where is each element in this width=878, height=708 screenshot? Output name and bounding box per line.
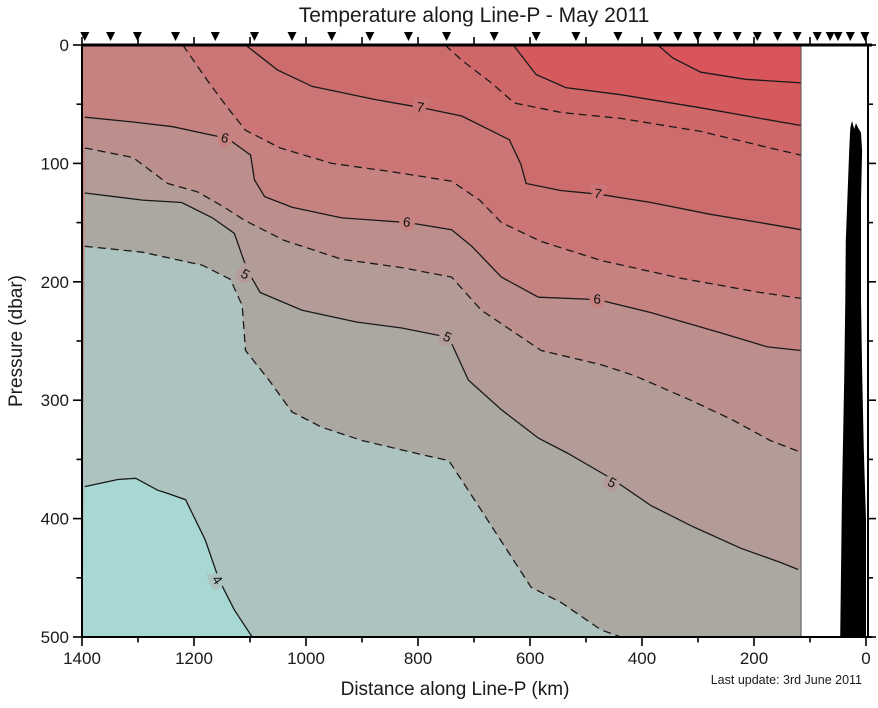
- svg-text:1400: 1400: [63, 649, 101, 668]
- chart-title: Temperature along Line-P - May 2011: [299, 4, 650, 27]
- axis-tick-labels: 0 200 400 600 800 1000 1200 1400 0 100 200 300 400 50…: [41, 36, 871, 668]
- svg-text:100: 100: [41, 154, 69, 173]
- y-axis-title: Pressure (dbar): [6, 275, 27, 407]
- svg-text:800: 800: [404, 649, 432, 668]
- svg-text:200: 200: [740, 649, 768, 668]
- last-update-note: Last update: 3rd June 2011: [711, 673, 862, 687]
- svg-text:1000: 1000: [287, 649, 325, 668]
- station-marker-triangles: [80, 32, 870, 41]
- svg-text:0: 0: [60, 36, 69, 55]
- contour-lines: [84, 44, 802, 638]
- svg-text:500: 500: [41, 628, 69, 647]
- svg-text:0: 0: [861, 649, 870, 668]
- svg-text:1200: 1200: [175, 649, 213, 668]
- svg-text:400: 400: [41, 510, 69, 529]
- svg-text:300: 300: [41, 391, 69, 410]
- svg-text:400: 400: [628, 649, 656, 668]
- x-axis-title: Distance along Line-P (km): [341, 679, 570, 700]
- svg-text:200: 200: [41, 273, 69, 292]
- bathymetry-silhouette: [840, 120, 866, 638]
- svg-text:6: 6: [593, 291, 602, 307]
- svg-text:600: 600: [516, 649, 544, 668]
